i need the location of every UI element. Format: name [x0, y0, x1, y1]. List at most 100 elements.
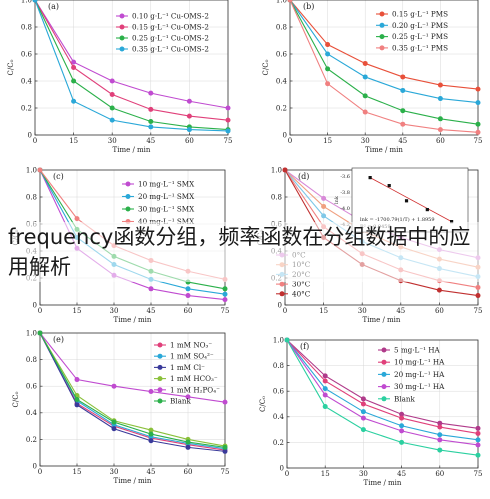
data-point — [475, 293, 481, 299]
data-point — [400, 121, 406, 127]
overlay-caption: frequency函数分组，频率函数在分组数据中的应用解析 — [8, 222, 482, 282]
data-point — [437, 127, 443, 133]
y-tick-label: 0.4 — [21, 77, 33, 85]
legend-entry: 30 mg·L⁻¹ SMX — [138, 205, 195, 214]
plot-frame — [34, 0, 229, 136]
legend-entry: 40 mg·L⁻¹ SMX — [138, 217, 195, 226]
data-point — [32, 0, 38, 3]
data-point — [475, 129, 481, 135]
legend-swatch-marker — [381, 384, 387, 390]
legend-swatch-marker — [379, 22, 385, 28]
data-point — [222, 286, 228, 292]
y-tick-label: 0.8 — [26, 356, 37, 364]
x-tick-label: 75 — [474, 307, 483, 315]
y-tick-label: 0.8 — [276, 23, 287, 31]
data-point — [360, 427, 366, 433]
data-point — [362, 60, 368, 66]
legend-entry: 1 mM SO₄²⁻ — [170, 352, 214, 361]
inset-point — [387, 184, 391, 188]
x-tick-label: 30 — [358, 307, 367, 315]
y-axis-label: C/C₀ — [262, 59, 270, 75]
data-point — [186, 98, 192, 104]
series-line — [286, 339, 479, 434]
x-tick-label: 0 — [33, 137, 37, 145]
legend-swatch-marker — [379, 34, 385, 40]
y-tick-label: 0.6 — [276, 50, 288, 58]
data-point — [148, 438, 154, 444]
data-point — [325, 42, 331, 48]
x-tick-label: 45 — [147, 468, 156, 476]
data-point — [322, 373, 328, 379]
panel-6: 0 15 30 45 60 75 0 0.2 0.4 0.6 0.8 1.0 Time / min C/C… — [259, 336, 482, 487]
data-point — [185, 293, 191, 299]
data-point — [71, 78, 77, 84]
legend-entry: 0.20 g·L⁻¹ PMS — [392, 21, 448, 30]
data-point — [325, 51, 331, 57]
data-point — [437, 96, 443, 102]
x-tick-label: 45 — [146, 137, 155, 145]
x-tick-label: 75 — [224, 137, 233, 145]
data-point — [186, 127, 192, 133]
legend-swatch-marker — [381, 359, 387, 365]
x-tick-label: 0 — [288, 137, 292, 145]
legend-entry: 1 mM H₂PO₄⁻ — [170, 385, 220, 394]
x-tick-label: 15 — [321, 470, 330, 478]
data-point — [321, 213, 327, 219]
legend-entry: 1 mM Cl⁻ — [170, 363, 205, 372]
panel-1: 0 15 30 45 60 75 0 0.2 0.4 0.6 0.8 1.0 Time / min C/C… — [7, 0, 232, 154]
data-point — [475, 430, 481, 436]
data-point — [400, 74, 406, 80]
data-point — [185, 286, 191, 292]
data-point — [436, 287, 442, 293]
y-tick-label: 0.4 — [273, 413, 285, 421]
data-point — [322, 386, 328, 392]
panel-label: (b) — [303, 2, 314, 11]
legend-swatch-marker — [119, 46, 125, 52]
legend-swatch-marker — [119, 24, 125, 30]
series-line — [34, 0, 229, 132]
inset-point — [450, 220, 454, 224]
y-tick-label: 1.0 — [273, 336, 284, 344]
y-tick-label: 0.2 — [26, 436, 37, 444]
y-tick-label: 0.8 — [273, 362, 284, 370]
x-axis-label: Time / min — [113, 146, 151, 154]
series-line — [34, 0, 229, 109]
series-line — [39, 332, 226, 448]
data-point — [399, 423, 405, 429]
data-point — [325, 66, 331, 72]
x-tick-label: 60 — [436, 137, 445, 145]
series-line — [286, 339, 479, 456]
y-axis-label: C/C₀ — [12, 391, 20, 407]
x-tick-label: 15 — [69, 137, 78, 145]
data-point — [475, 437, 481, 443]
y-tick-label: 0 — [28, 131, 32, 139]
legend-swatch-marker — [125, 194, 131, 199]
data-point — [71, 59, 77, 65]
data-point — [399, 439, 405, 445]
y-tick-label: 1.0 — [26, 329, 37, 337]
x-tick-label: 60 — [184, 468, 193, 476]
data-point — [148, 427, 154, 433]
data-point — [362, 74, 368, 80]
data-point — [475, 121, 481, 127]
data-point — [282, 167, 288, 173]
plot-frame — [286, 339, 479, 469]
panel-label: (f) — [300, 342, 309, 351]
data-point — [71, 98, 77, 104]
x-tick-label: 60 — [435, 307, 444, 315]
legend-entry: 0.15 g·L⁻¹ Cu-OMS-2 — [132, 23, 209, 32]
panel-label: (e) — [53, 335, 64, 344]
data-point — [74, 397, 80, 402]
series-line — [289, 0, 479, 90]
data-point — [287, 0, 293, 3]
x-tick-label: 45 — [397, 470, 406, 478]
inset-fit-line — [369, 177, 452, 222]
data-point — [475, 86, 481, 92]
x-tick-label: 30 — [359, 470, 368, 478]
x-tick-label: 30 — [110, 468, 119, 476]
x-tick-label: 45 — [147, 307, 156, 315]
data-point — [475, 284, 481, 290]
data-point — [185, 394, 191, 400]
data-point — [148, 119, 154, 124]
x-tick-label: 0 — [283, 307, 287, 315]
